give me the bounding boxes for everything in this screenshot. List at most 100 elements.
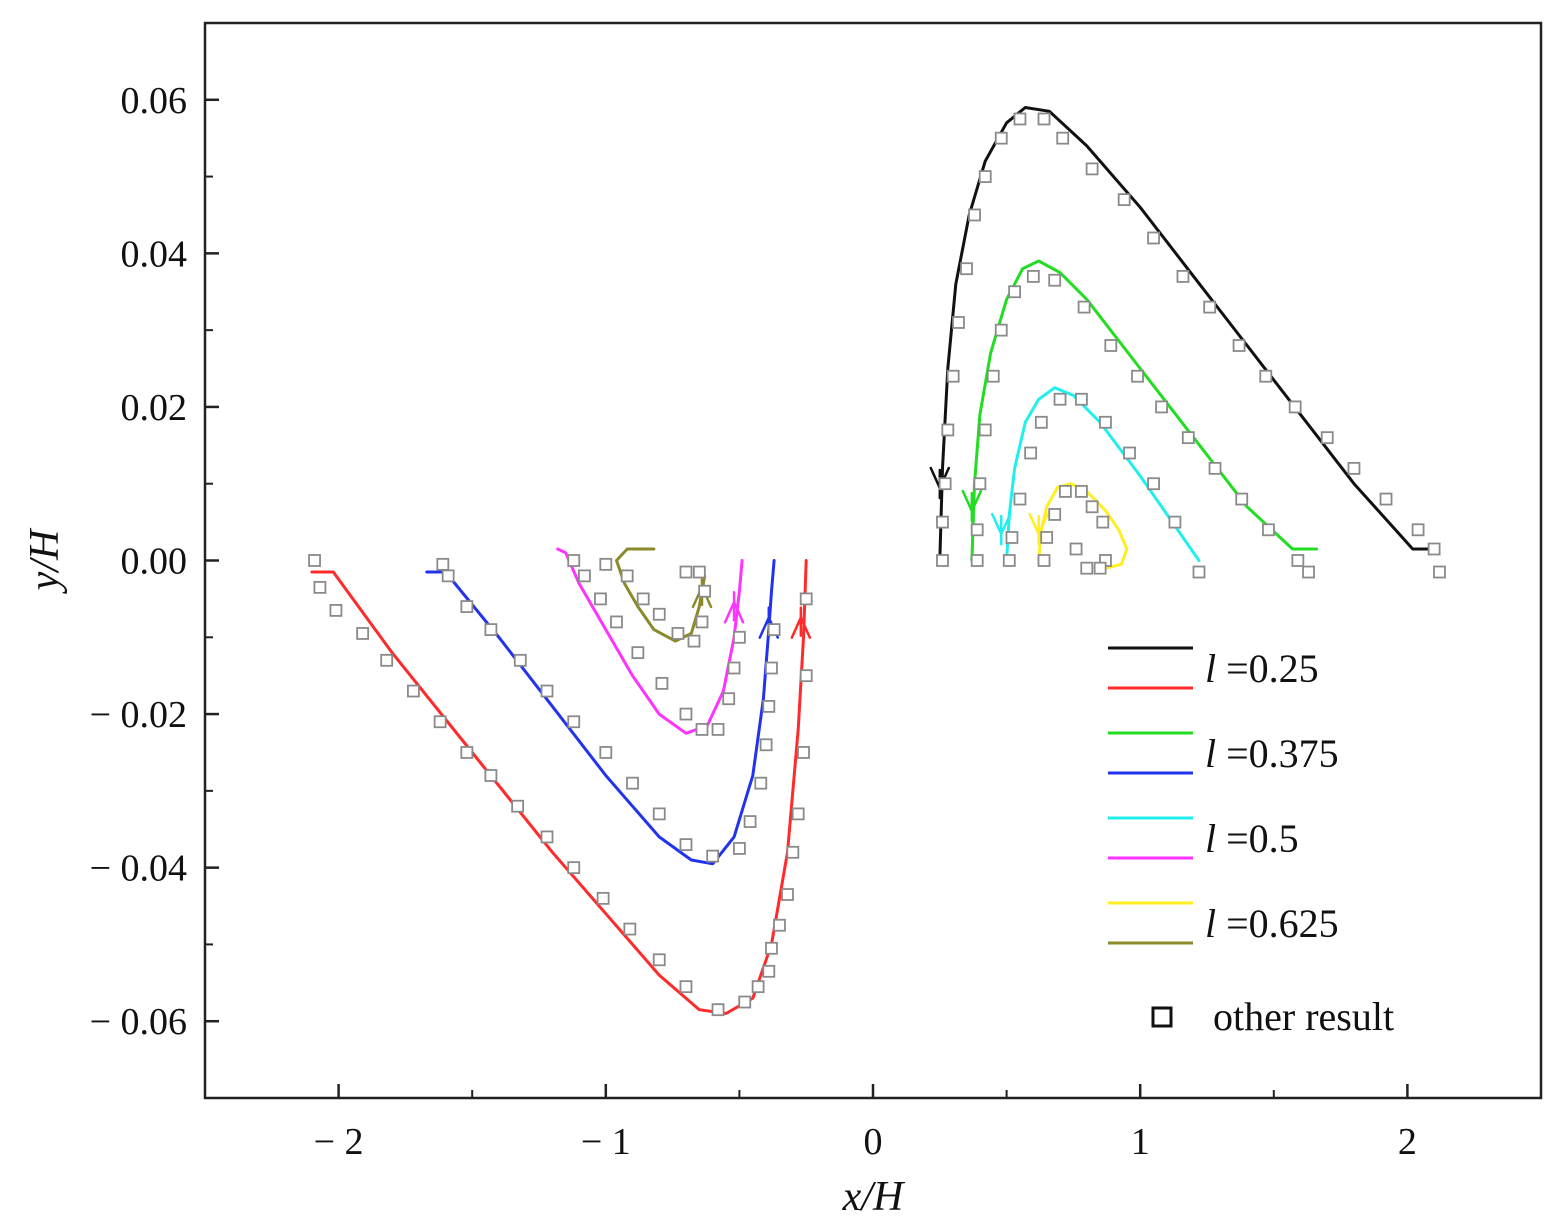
other-result-marker bbox=[652, 607, 666, 621]
series-layer bbox=[310, 106, 1431, 1015]
y-tick-label: 0.00 bbox=[121, 541, 188, 583]
other-result-marker bbox=[687, 634, 701, 648]
other-result-marker bbox=[460, 600, 474, 613]
other-result-marker bbox=[671, 627, 685, 640]
other-result-marker bbox=[460, 746, 474, 759]
other-result-marker bbox=[1013, 492, 1027, 506]
y-tick-label: 0.06 bbox=[121, 80, 188, 122]
other-result-marker bbox=[941, 423, 955, 437]
other-result-marker bbox=[727, 661, 741, 675]
other-result-marker bbox=[1411, 523, 1425, 537]
other-result-marker bbox=[620, 569, 634, 583]
x-tick-label: 0 bbox=[864, 1121, 883, 1163]
other-result-marker bbox=[1117, 193, 1131, 207]
other-result-marker bbox=[936, 554, 949, 567]
other-result-marker bbox=[970, 554, 984, 567]
other-result-marker bbox=[1085, 500, 1099, 514]
legend-label-value: =0.375 bbox=[1226, 731, 1339, 776]
x-tick-label: 1 bbox=[1131, 1121, 1150, 1163]
other-result-marker bbox=[799, 592, 813, 606]
other-result-markers bbox=[308, 112, 1446, 1017]
other-result-marker bbox=[567, 554, 581, 567]
other-result-marker bbox=[733, 630, 746, 644]
other-result-marker bbox=[1259, 369, 1273, 383]
other-result-marker bbox=[626, 776, 639, 790]
other-result-marker bbox=[1232, 339, 1246, 352]
other-result-marker bbox=[610, 615, 623, 629]
legend-label-value: =0.5 bbox=[1226, 816, 1299, 861]
y-tick-label: 0.02 bbox=[121, 387, 188, 429]
other-result-marker bbox=[1147, 231, 1160, 245]
other-result-marker bbox=[695, 615, 709, 629]
other-result-marker bbox=[1320, 431, 1334, 445]
other-result-marker bbox=[356, 627, 370, 640]
other-result-marker bbox=[441, 569, 455, 583]
other-result-marker bbox=[596, 891, 610, 905]
other-result-marker bbox=[1013, 112, 1027, 126]
y-axis-title: y/H bbox=[22, 527, 68, 594]
legend-label-prefix: l bbox=[1205, 646, 1226, 691]
other-result-marker bbox=[1058, 484, 1072, 498]
series-line bbox=[425, 559, 776, 866]
other-result-marker bbox=[578, 569, 591, 583]
other-result-marker bbox=[1075, 484, 1088, 498]
other-result-marker bbox=[1291, 554, 1305, 567]
other-result-marker bbox=[968, 208, 981, 222]
other-result-marker bbox=[1176, 269, 1190, 283]
other-result-marker bbox=[433, 715, 447, 729]
other-result-marker bbox=[540, 684, 554, 698]
other-result-marker bbox=[1123, 446, 1136, 460]
legend-label: l =0.375 bbox=[1205, 731, 1339, 776]
axis-tick-labels: − 2 − 1 0 1 2 0.06 0.04 0.02 0.00 − 0.02 − 0.04 − 0… bbox=[90, 80, 1417, 1163]
other-result-marker bbox=[791, 807, 805, 821]
other-result-marker bbox=[946, 369, 960, 383]
other-result-marker bbox=[484, 769, 498, 782]
other-result-marker bbox=[1048, 273, 1062, 287]
other-result-marker bbox=[733, 842, 746, 855]
legend-label-prefix: l bbox=[1205, 731, 1226, 776]
direction-arrow bbox=[991, 512, 1012, 546]
other-result-marker bbox=[1235, 492, 1249, 506]
series-line bbox=[615, 547, 707, 643]
other-result-marker bbox=[652, 953, 666, 967]
other-result-marker bbox=[308, 554, 321, 567]
direction-arrow bbox=[790, 606, 812, 639]
other-result-marker bbox=[1168, 515, 1182, 529]
other-result-marker bbox=[759, 738, 773, 752]
other-result-marker bbox=[695, 723, 709, 736]
y-tick-label: − 0.04 bbox=[90, 848, 187, 890]
other-result-marker bbox=[762, 964, 776, 978]
other-result-marker bbox=[698, 584, 712, 598]
other-result-marker bbox=[1040, 531, 1054, 544]
legend-label: l =0.5 bbox=[1205, 816, 1299, 861]
other-result-marker bbox=[313, 580, 327, 594]
other-result-marker bbox=[1008, 285, 1022, 299]
other-result-marker bbox=[1069, 542, 1083, 556]
other-result-marker bbox=[970, 523, 984, 537]
other-result-marker bbox=[623, 922, 637, 936]
other-result-marker bbox=[511, 799, 525, 813]
legend-label: l =0.625 bbox=[1205, 901, 1339, 946]
other-result-marker bbox=[767, 623, 781, 637]
x-tick-label: − 1 bbox=[581, 1121, 631, 1163]
other-result-marker bbox=[1048, 508, 1062, 521]
x-axis-title: x/H bbox=[842, 1174, 906, 1220]
other-result-marker bbox=[938, 477, 952, 491]
other-result-marker bbox=[594, 592, 607, 606]
other-result-marker bbox=[1288, 400, 1302, 414]
other-result-marker bbox=[407, 684, 420, 698]
other-result-marker bbox=[1302, 565, 1315, 579]
other-result-marker bbox=[781, 888, 794, 901]
other-result-marker bbox=[679, 707, 693, 721]
other-result-marker bbox=[631, 646, 645, 660]
other-result-marker bbox=[1024, 446, 1038, 460]
other-result-marker bbox=[973, 477, 987, 491]
other-result-marker bbox=[738, 995, 752, 1009]
other-result-marker bbox=[994, 131, 1008, 145]
other-result-marker bbox=[1002, 554, 1016, 567]
other-result-marker bbox=[1147, 477, 1160, 491]
y-tick-label: − 0.06 bbox=[90, 1001, 187, 1043]
other-result-marker bbox=[711, 723, 725, 736]
